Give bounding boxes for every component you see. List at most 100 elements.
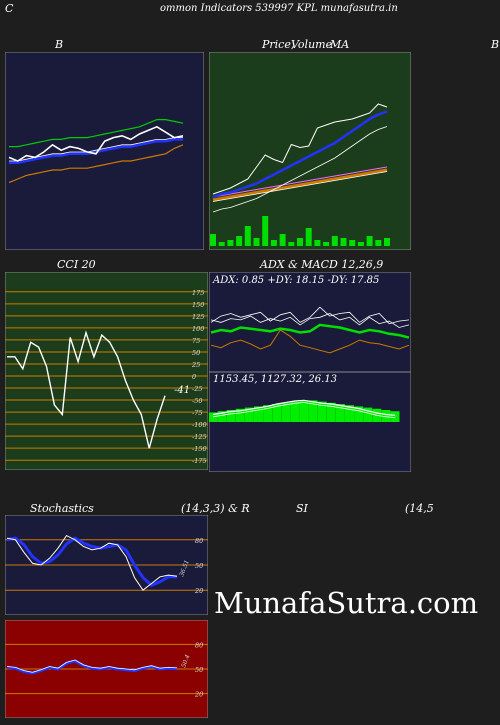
cci-tick-label: 175 (192, 289, 204, 297)
adx-orange-line (210, 329, 410, 354)
cci-line (7, 330, 166, 449)
price-label-c: MA (330, 38, 350, 51)
volume-bar (218, 242, 225, 246)
macd-histogram-bar (263, 405, 273, 422)
macd-chart (209, 372, 411, 472)
volume-bar (314, 240, 321, 246)
volume-bar (375, 240, 382, 246)
volume-bar (244, 226, 251, 246)
bollinger-label: B (55, 38, 64, 51)
cci-tick-label: -150 (192, 445, 207, 453)
volume-bar (236, 236, 243, 246)
cci-chart: 175 150 125 100 75 50 25 0 -25 -50 -75 -100 -125 -150… (5, 272, 208, 470)
price-line (212, 103, 388, 195)
watermark: MunafaSutra.com (214, 586, 479, 620)
price-chart (209, 52, 411, 250)
stochastics-tick-label: 80 (195, 537, 203, 545)
rsi-chart: 80 50 20 50.4 (5, 620, 208, 718)
stochastics-d-line (6, 536, 177, 587)
macd-histogram-bar (345, 405, 354, 422)
macd-histogram-bar (363, 407, 373, 422)
adx-stats: ADX: 0.85 +DY: 18.15 -DY: 17.85 (213, 275, 380, 286)
volume-bar (210, 234, 216, 246)
macd-histogram-bar (209, 412, 218, 422)
cci-tick-label: -100 (192, 421, 207, 429)
macd-histogram-bar (390, 411, 400, 422)
bollinger-middle-band-edge (9, 137, 183, 162)
rsi-line-edge (6, 659, 178, 673)
macd-histogram-bar (254, 406, 263, 422)
macd-histogram-bar (381, 410, 391, 422)
cci-tick-label: 0 (192, 373, 196, 381)
volume-bar (357, 242, 364, 246)
price-long-ma (212, 168, 388, 202)
adx-line (210, 323, 410, 339)
volume-bar (262, 216, 269, 246)
cci-tick-label: -25 (192, 385, 202, 393)
cci-tick-label: 100 (192, 325, 204, 333)
adx-plus-di (210, 306, 410, 325)
price-label-a: Price, (262, 38, 295, 51)
price-ma-pink (212, 166, 388, 198)
macd-signal-line (212, 402, 396, 418)
volume-bar (227, 240, 234, 246)
volume-bar (297, 238, 303, 246)
bollinger-middle-band (9, 138, 183, 165)
volume-bar (305, 228, 312, 246)
volume-bar (288, 242, 295, 246)
macd-histogram-bar (217, 411, 227, 422)
bollinger-lower-band (8, 144, 184, 184)
rsi-tick-label: 20 (194, 691, 203, 699)
cci-tick-label: -125 (192, 433, 207, 441)
volume-bar (340, 238, 347, 246)
macd-histogram-bar (290, 401, 300, 422)
price-ma-white (212, 171, 388, 202)
volume-bar (253, 238, 260, 246)
cci-current-value: -41 (174, 385, 191, 396)
adx-label: ADX & MACD 12,26,9 (260, 258, 384, 271)
price-label-b: Volume (291, 38, 333, 51)
cci-tick-label: -175 (192, 457, 207, 465)
volume-bar (349, 240, 356, 246)
rsi-label-b: (14,5 (405, 502, 434, 515)
stochastics-tick-label: 50 (195, 562, 203, 570)
macd-histogram-bar (354, 406, 364, 422)
cci-label: CCI 20 (57, 258, 96, 271)
bollinger-upper-band (9, 118, 184, 148)
macd-histogram-bar (235, 408, 245, 422)
macd-histogram-bar (326, 402, 336, 422)
volume-bar (366, 236, 373, 246)
macd-line (212, 399, 396, 416)
macd-histogram-bar (317, 401, 327, 422)
macd-histogram-bar (308, 400, 318, 422)
macd-stats: 1153.45, 1127.32, 26.13 (213, 374, 338, 385)
macd-histogram-bar (272, 404, 282, 422)
header-letter-right: B (491, 38, 500, 51)
rsi-label-a: SI (296, 502, 308, 515)
volume-bar (270, 240, 277, 246)
volume-bar (279, 234, 286, 246)
cci-tick-label: 50 (192, 349, 200, 357)
rsi-current-label: 50.4 (180, 654, 191, 669)
cci-tick-label: 25 (191, 361, 200, 369)
price-short-ma (212, 110, 388, 199)
adx-minus-di (210, 313, 410, 328)
macd-histogram-bar (244, 407, 254, 422)
rsi-line (6, 659, 178, 675)
adx-chart (209, 272, 411, 372)
header-title: ommon Indicators 539997 KPL munafasutra.… (160, 3, 398, 14)
volume-bar (323, 242, 330, 246)
volume-bar (384, 238, 390, 246)
bollinger-chart (5, 52, 204, 250)
cci-tick-label: 125 (192, 313, 204, 321)
header-letter-left: C (5, 2, 14, 15)
stochastics-tick-label: 20 (194, 587, 203, 595)
cci-tick-label: 75 (192, 337, 200, 345)
stochastics-label-a: Stochastics (30, 502, 94, 515)
macd-histogram-bar (226, 410, 236, 422)
rsi-tick-label: 80 (195, 641, 203, 649)
cci-tick-label: 150 (192, 301, 204, 309)
cci-tick-label: -50 (192, 397, 202, 405)
volume-bar (331, 236, 338, 246)
